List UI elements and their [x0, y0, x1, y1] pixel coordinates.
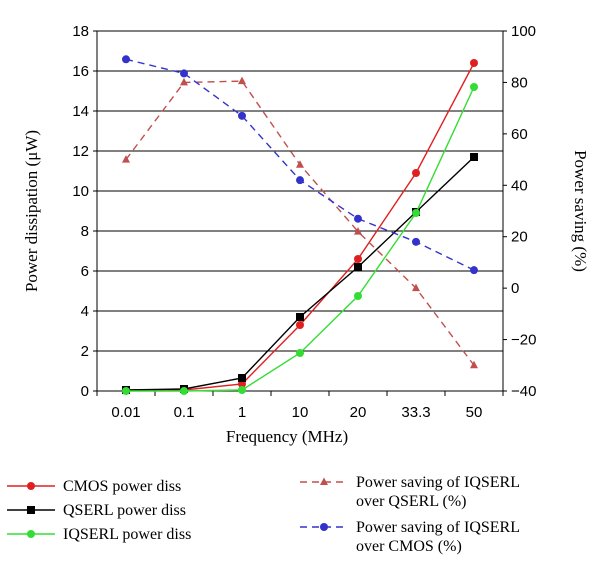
x-tick-label: 10 [292, 404, 309, 421]
legend-label: QSERL power diss [63, 502, 186, 519]
series-2 [122, 83, 478, 395]
data-point [296, 313, 304, 321]
series-line [126, 63, 474, 390]
legend-swatch-marker [27, 506, 35, 514]
legend-item-4: Power saving of IQSERL over CMOS (%) [300, 519, 520, 555]
x-axis-ticks: 0.01 0.1 1 10 20 33.3 50 [97, 391, 503, 421]
series-layer [122, 55, 478, 395]
left-tick-label: 8 [81, 223, 89, 240]
x-tick-label: 0.01 [111, 404, 140, 421]
data-point [238, 77, 246, 85]
data-point [412, 209, 420, 217]
left-tick-label: 12 [72, 143, 89, 160]
data-point [296, 176, 304, 184]
x-axis-title: Frequency (MHz) [226, 427, 348, 446]
left-tick-label: 16 [72, 63, 89, 80]
data-point [238, 386, 246, 394]
right-tick-label: 0 [511, 280, 519, 297]
x-tick-label: 0.1 [174, 404, 195, 421]
left-tick-label: 10 [72, 183, 89, 200]
left-tick-label: 14 [72, 103, 89, 120]
left-tick-label: 0 [81, 383, 89, 400]
data-point [122, 387, 130, 395]
legend-item-2: IQSERL power diss [7, 526, 191, 543]
x-tick-label: 1 [238, 404, 246, 421]
right-tick-label: 60 [511, 126, 528, 143]
legend-item-1: QSERL power diss [7, 502, 186, 519]
right-tick-label: 100 [511, 23, 536, 40]
data-point [470, 59, 478, 67]
x-tick-label: 50 [466, 404, 483, 421]
plot-area-frame [97, 31, 503, 391]
left-axis-title: Power dissipation (μW) [22, 130, 41, 292]
series-0 [122, 59, 478, 394]
x-tick-label: 33.3 [401, 404, 430, 421]
left-tick-label: 2 [81, 343, 89, 360]
data-point [180, 69, 188, 77]
data-point [238, 374, 246, 382]
legend-swatch-marker [27, 530, 35, 538]
gridlines [97, 31, 503, 391]
left-tick-label: 6 [81, 263, 89, 280]
data-point [470, 266, 478, 274]
right-axis-title: Power saving (%) [571, 150, 590, 272]
data-point [412, 169, 420, 177]
series-line [126, 87, 474, 391]
right-tick-label: −40 [511, 383, 536, 400]
right-axis-ticks: −40 −20 0 20 40 60 80 100 [503, 23, 536, 400]
left-tick-label: 18 [72, 23, 89, 40]
series-1 [122, 153, 478, 394]
left-tick-label: 4 [81, 303, 89, 320]
data-point [412, 238, 420, 246]
right-tick-label: 40 [511, 177, 528, 194]
legend-swatch-marker [27, 482, 35, 490]
data-point [238, 112, 246, 120]
data-point [354, 292, 362, 300]
legend-swatch-marker [320, 478, 328, 486]
legend-label: IQSERL power diss [63, 526, 191, 543]
data-point [470, 83, 478, 91]
legend: CMOS power diss QSERL power diss IQSERL po… [7, 474, 520, 555]
data-point [122, 55, 130, 63]
data-point [296, 321, 304, 329]
x-tick-label: 20 [350, 404, 367, 421]
legend-label: Power saving of IQSERL over QSERL (%) [356, 474, 520, 510]
right-tick-label: 20 [511, 229, 528, 246]
data-point [470, 153, 478, 161]
data-point [180, 387, 188, 395]
legend-item-3: Power saving of IQSERL over QSERL (%) [300, 474, 520, 510]
data-point [354, 255, 362, 263]
data-point [296, 160, 304, 168]
left-axis-ticks: 0 2 4 6 8 10 12 14 16 18 [72, 23, 97, 400]
legend-item-0: CMOS power diss [7, 478, 181, 495]
dual-axis-line-chart: 024681012141618 −40−20020406080100 0.01 0… [0, 0, 600, 575]
data-point [296, 349, 304, 357]
legend-label: CMOS power diss [63, 478, 181, 495]
data-point [354, 263, 362, 271]
right-tick-label: 80 [511, 74, 528, 91]
legend-label: Power saving of IQSERL over CMOS (%) [356, 519, 520, 555]
right-tick-label: −20 [511, 332, 536, 349]
legend-swatch-marker [320, 523, 328, 531]
data-point [354, 215, 362, 223]
